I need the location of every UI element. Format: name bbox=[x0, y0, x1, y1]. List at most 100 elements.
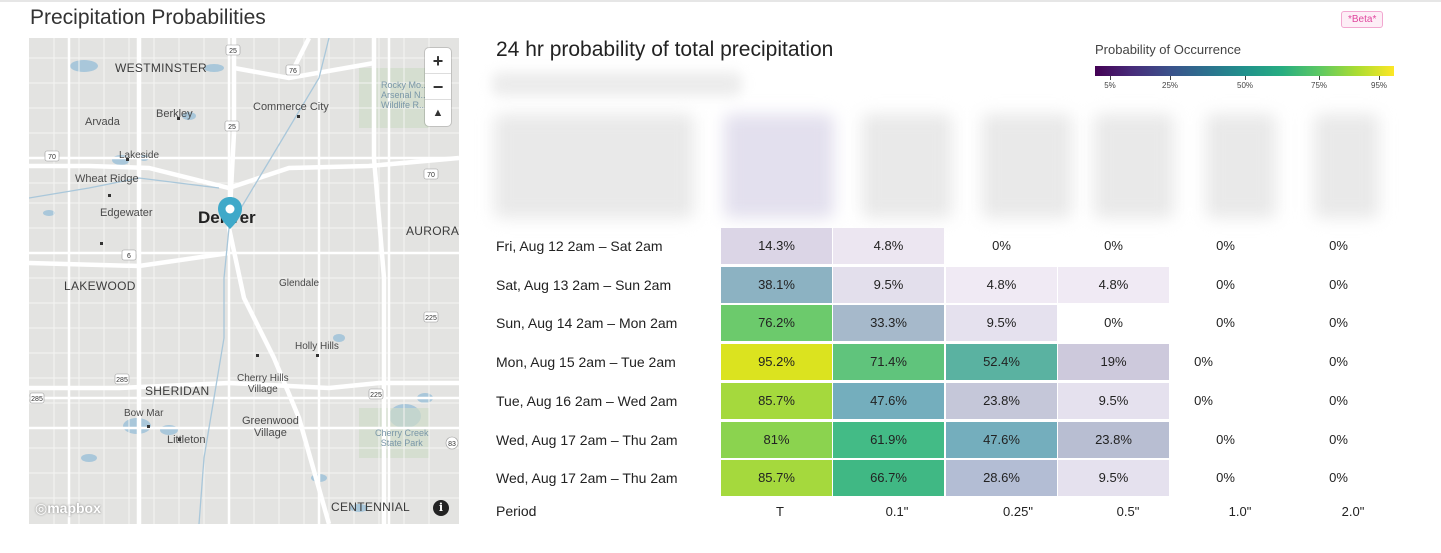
probability-cell: 52.4% bbox=[946, 344, 1057, 380]
svg-text:285: 285 bbox=[31, 396, 43, 403]
probability-cell: 71.4% bbox=[833, 344, 944, 380]
probability-cell: 85.7% bbox=[721, 460, 832, 496]
legend-tick bbox=[1245, 76, 1246, 80]
probability-cell: 0% bbox=[1329, 470, 1348, 485]
probability-cell: 0% bbox=[1329, 393, 1348, 408]
map-basemap: 25 76 25 70 70 6 225 285 285 225 83 bbox=[29, 38, 459, 524]
beta-badge: *Beta* bbox=[1341, 11, 1384, 28]
probability-cell: 0% bbox=[1329, 315, 1348, 330]
probability-cell: 4.8% bbox=[946, 267, 1057, 303]
legend-tick-label: 50% bbox=[1236, 81, 1254, 90]
column-header: 1.0" bbox=[1228, 504, 1252, 519]
probability-cell: 0% bbox=[992, 238, 1011, 253]
probability-cell: 95.2% bbox=[721, 344, 832, 380]
probability-cell: 47.6% bbox=[833, 383, 944, 419]
svg-text:76: 76 bbox=[289, 68, 297, 75]
map-label-aurora: AURORA bbox=[406, 224, 459, 238]
probability-cell: 38.1% bbox=[721, 267, 832, 303]
info-icon[interactable]: i bbox=[433, 500, 449, 516]
top-divider bbox=[0, 0, 1441, 2]
legend-tick bbox=[1110, 76, 1111, 80]
zoom-out-button[interactable]: − bbox=[425, 74, 451, 100]
probability-cell: 4.8% bbox=[1058, 267, 1169, 303]
probability-cell: 81% bbox=[721, 422, 832, 458]
map-label-rocky-mountain-arsenal: Rocky Mo... Arsenal N... Wildlife R... bbox=[381, 80, 429, 110]
row-period-label: Sat, Aug 13 2am – Sun 2am bbox=[496, 277, 672, 293]
svg-text:83: 83 bbox=[448, 441, 456, 448]
compass-button[interactable]: ▲ bbox=[432, 107, 444, 119]
map-label-cherry-hills-village: Cherry Hills Village bbox=[237, 373, 289, 395]
legend-tick bbox=[1319, 76, 1320, 80]
svg-text:285: 285 bbox=[116, 377, 128, 384]
row-period-label: Mon, Aug 15 2am – Tue 2am bbox=[496, 354, 676, 370]
legend-tick-label: 75% bbox=[1310, 81, 1328, 90]
probability-cell: 0% bbox=[1194, 393, 1213, 408]
map-highway-shields: 25 76 25 70 70 6 225 285 285 225 83 bbox=[29, 44, 459, 450]
probability-cell: 19% bbox=[1058, 344, 1169, 380]
map-highways bbox=[29, 38, 459, 524]
probability-cell: 0% bbox=[1329, 238, 1348, 253]
probability-cell: 66.7% bbox=[833, 460, 944, 496]
map-zoom-control: + − ▲ bbox=[425, 48, 451, 126]
probability-cell: 0% bbox=[1216, 277, 1235, 292]
map-label-lakeside: Lakeside bbox=[119, 150, 160, 161]
chart-title: 24 hr probability of total precipitation bbox=[496, 38, 834, 61]
column-header: 0.25" bbox=[1003, 504, 1033, 519]
map-label-greenwood-village: Greenwood Village bbox=[242, 415, 299, 439]
map-label-arvada: Arvada bbox=[85, 116, 120, 128]
probability-cell: 28.6% bbox=[946, 460, 1057, 496]
section-title: Precipitation Probabilities bbox=[30, 6, 266, 29]
legend-tick-label: 95% bbox=[1370, 81, 1388, 90]
zoom-in-button[interactable]: + bbox=[425, 48, 451, 74]
row-period-label: Wed, Aug 17 2am – Thu 2am bbox=[496, 432, 678, 448]
probability-cell: 0% bbox=[1329, 277, 1348, 292]
map-label-sheridan: SHERIDAN bbox=[145, 384, 210, 398]
column-header: T bbox=[776, 504, 784, 519]
period-header: Period bbox=[496, 503, 537, 519]
probability-cell: 9.5% bbox=[833, 267, 944, 303]
map-label-lakewood: LAKEWOOD bbox=[64, 279, 136, 293]
svg-text:70: 70 bbox=[427, 172, 435, 179]
svg-text:70: 70 bbox=[48, 154, 56, 161]
probability-cell: 0% bbox=[1104, 238, 1123, 253]
probability-cell: 0% bbox=[1216, 238, 1235, 253]
probability-cell: 76.2% bbox=[721, 305, 832, 341]
row-period-label: Wed, Aug 17 2am – Thu 2am bbox=[496, 470, 678, 486]
probability-cell: 0% bbox=[1216, 432, 1235, 447]
svg-text:25: 25 bbox=[228, 124, 236, 131]
column-header: 2.0" bbox=[1341, 504, 1365, 519]
row-period-label: Sun, Aug 14 2am – Mon 2am bbox=[496, 315, 678, 331]
map-label-glendale: Glendale bbox=[279, 278, 320, 289]
map-label-cherry-creek-state-park: Cherry Creek State Park bbox=[375, 428, 429, 448]
blurred-header-region bbox=[494, 108, 1384, 226]
probability-cell: 33.3% bbox=[833, 305, 944, 341]
map-label-berkley: Berkley bbox=[156, 108, 193, 120]
svg-text:25: 25 bbox=[229, 48, 237, 55]
probability-cell: 0% bbox=[1216, 315, 1235, 330]
legend-tick bbox=[1170, 76, 1171, 80]
probability-cell: 61.9% bbox=[833, 422, 944, 458]
column-header: 0.1" bbox=[885, 504, 909, 519]
map-label-littleton: Littleton bbox=[167, 434, 206, 446]
legend-tick-label: 5% bbox=[1104, 81, 1116, 90]
probability-cell: 47.6% bbox=[946, 422, 1057, 458]
legend-tick-label: 25% bbox=[1161, 81, 1179, 90]
map-label-centennial: CENTENNIAL bbox=[331, 500, 411, 514]
map[interactable]: 25 76 25 70 70 6 225 285 285 225 83 WEST… bbox=[29, 38, 459, 524]
probability-cell: 0% bbox=[1216, 470, 1235, 485]
probability-cell: 0% bbox=[1104, 315, 1123, 330]
probability-cell: 14.3% bbox=[721, 228, 832, 264]
blurred-subtitle bbox=[492, 72, 742, 96]
map-label-bow-mar: Bow Mar bbox=[124, 408, 164, 419]
legend-tick bbox=[1379, 76, 1380, 80]
row-period-label: Fri, Aug 12 2am – Sat 2am bbox=[496, 238, 663, 254]
probability-cell: 23.8% bbox=[946, 383, 1057, 419]
probability-cell: 4.8% bbox=[833, 228, 944, 264]
map-label-edgewater: Edgewater bbox=[100, 207, 153, 219]
map-label-holly-hills: Holly Hills bbox=[295, 341, 339, 352]
mapbox-logo[interactable]: ◎mapbox bbox=[35, 500, 101, 516]
location-pin-icon[interactable] bbox=[217, 196, 243, 230]
probability-cell: 0% bbox=[1194, 354, 1213, 369]
svg-text:225: 225 bbox=[370, 392, 382, 399]
probability-cell: 9.5% bbox=[946, 305, 1057, 341]
